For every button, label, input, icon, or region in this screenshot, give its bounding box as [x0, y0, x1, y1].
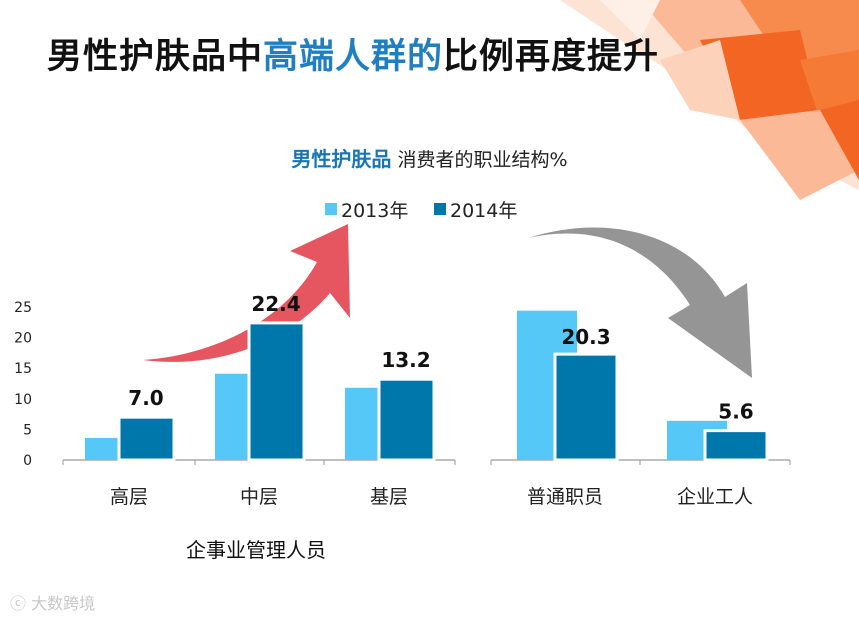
- y-tick-label: 10: [14, 392, 32, 408]
- watermark-icon: ⓒ: [10, 594, 27, 613]
- category-label: 高层: [110, 486, 148, 508]
- category-label: 中层: [240, 486, 278, 508]
- chart-title-strong: 男性护肤品: [291, 147, 392, 171]
- data-label: 5.6: [718, 400, 753, 424]
- bar-2013: [345, 387, 378, 460]
- bar-2014: [117, 415, 176, 462]
- data-label: 7.0: [128, 386, 163, 410]
- up-trend-arrow: [143, 224, 350, 362]
- chart-title-rest: 消费者的职业结构%: [397, 149, 568, 171]
- bar-2013: [215, 373, 248, 460]
- bar-2014: [553, 352, 619, 462]
- category-label: 普通职员: [527, 486, 603, 508]
- data-label: 22.4: [251, 292, 300, 316]
- orange-polygon-decoration: [560, 0, 859, 200]
- watermark-text: 大数跨境: [31, 594, 96, 613]
- watermark: ⓒ 大数跨境: [10, 590, 95, 614]
- title-part-3: 比例再度提升: [443, 37, 660, 77]
- legend-swatch: [434, 203, 446, 215]
- chart-title: 男性护肤品 消费者的职业结构%: [0, 143, 859, 172]
- data-label: 20.3: [561, 325, 610, 349]
- y-tick-label: 25: [14, 300, 32, 316]
- legend-swatch: [325, 203, 337, 215]
- page-title: 男性护肤品中高端人群的比例再度提升: [47, 28, 659, 79]
- bar-2013: [85, 437, 118, 460]
- category-label: 企业工人: [677, 486, 753, 508]
- title-part-highlight: 高端人群的: [263, 37, 444, 77]
- y-tick-label: 0: [23, 453, 32, 469]
- group-label: 企事业管理人员: [186, 538, 326, 562]
- bars: [85, 310, 769, 462]
- trend-arrows: [143, 224, 752, 378]
- category-label: 基层: [370, 486, 408, 508]
- legend-label: 2014年: [450, 200, 517, 222]
- bar-2014: [377, 377, 436, 462]
- bar-2014: [703, 429, 769, 462]
- legend-label: 2013年: [341, 200, 408, 222]
- down-trend-arrow: [528, 227, 752, 378]
- y-tick-label: 15: [14, 361, 32, 377]
- y-tick-label: 20: [14, 331, 32, 347]
- y-tick-label: 5: [23, 422, 32, 438]
- title-part-1: 男性护肤品中: [47, 37, 264, 77]
- bar-2014: [247, 321, 306, 462]
- data-label: 13.2: [381, 348, 430, 372]
- legend: 2013年 2014年: [325, 200, 517, 222]
